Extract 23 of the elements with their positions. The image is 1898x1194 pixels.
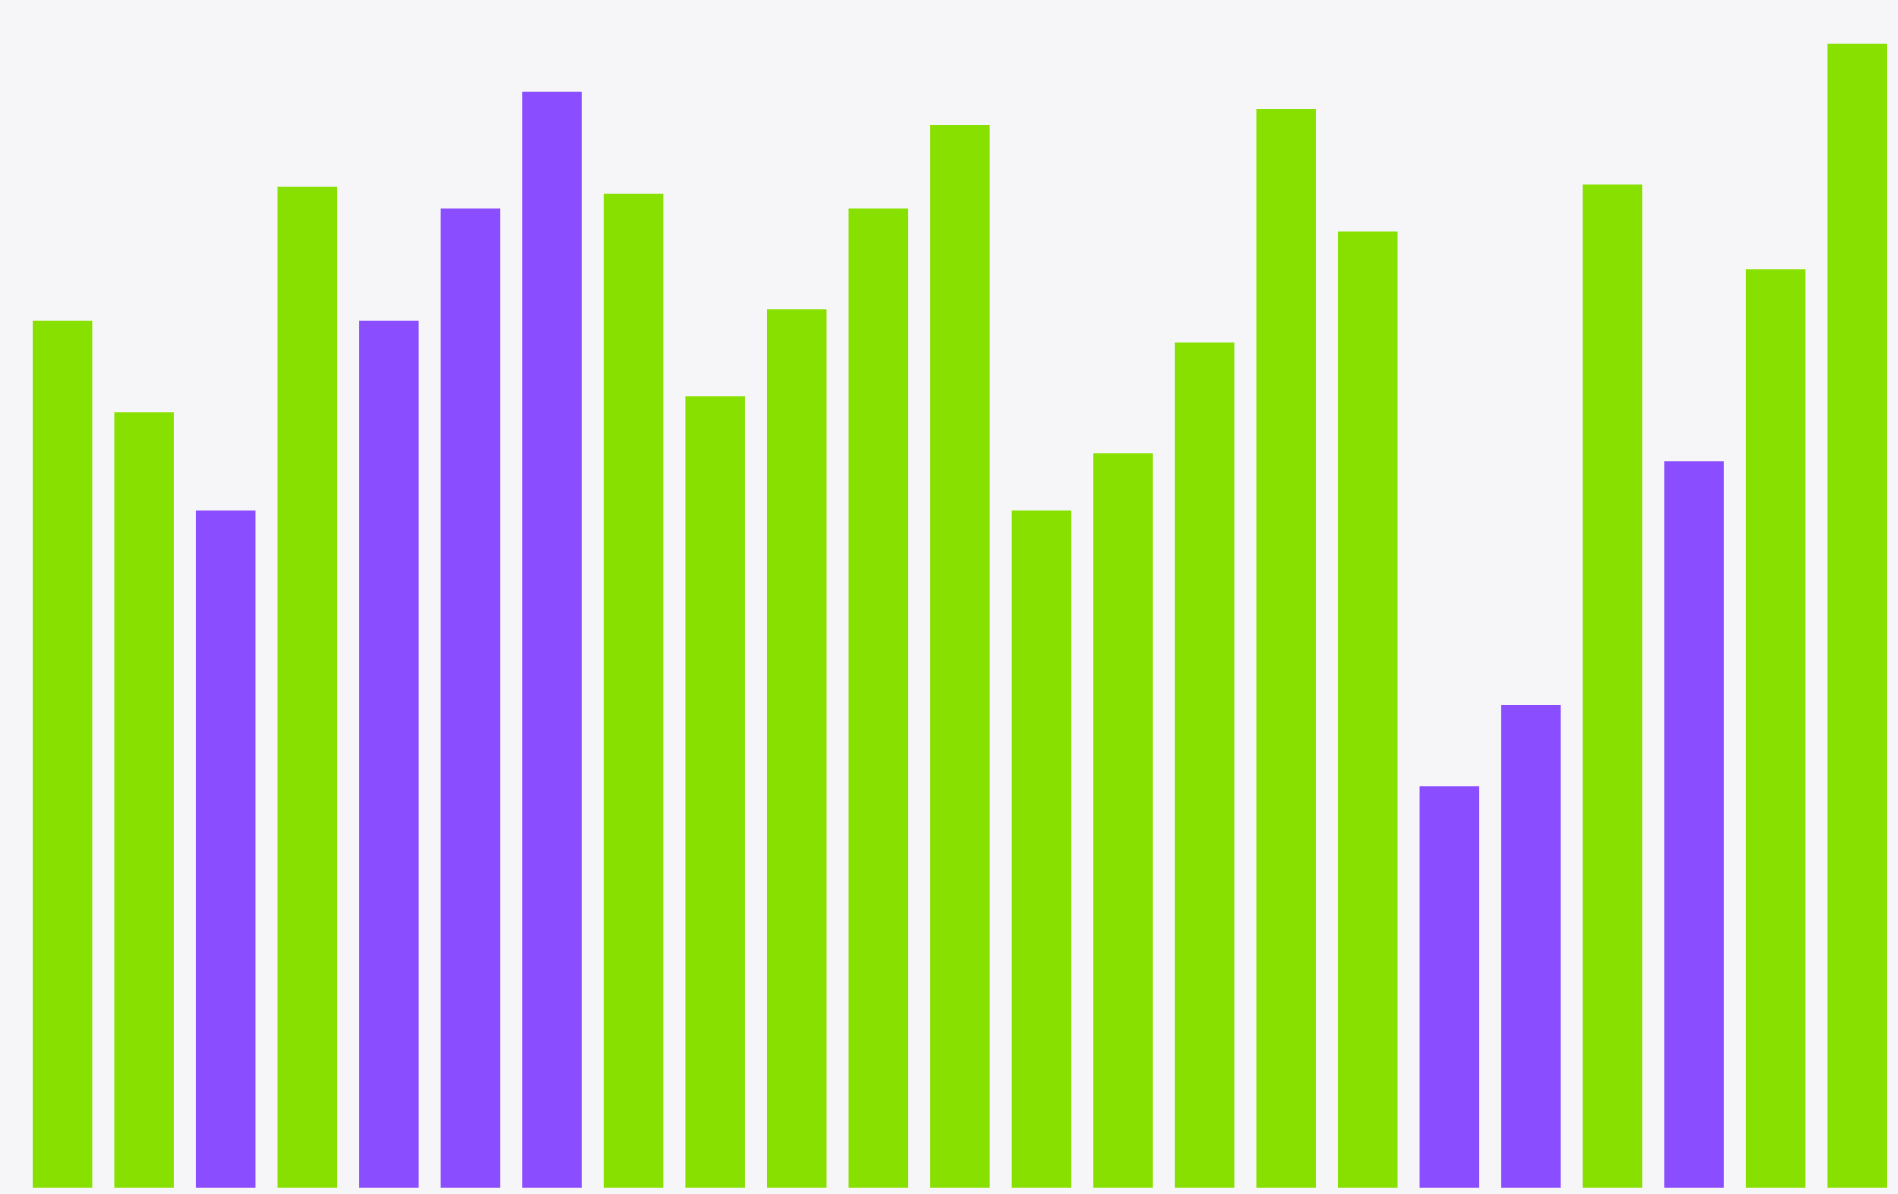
bar (32, 320, 93, 1188)
bar (685, 396, 745, 1188)
bar (1501, 705, 1561, 1188)
bar (277, 186, 338, 1188)
bar (440, 208, 501, 1188)
bar (195, 510, 256, 1188)
bar (1011, 510, 1072, 1188)
bar (1337, 231, 1398, 1188)
bar (1256, 109, 1316, 1188)
bar (359, 320, 419, 1188)
bar (522, 91, 582, 1188)
bar (1745, 269, 1806, 1188)
bar (1664, 461, 1724, 1188)
bar (1419, 786, 1480, 1188)
bar (1174, 342, 1235, 1188)
bar (603, 193, 664, 1188)
bar (1093, 453, 1153, 1188)
bar (766, 309, 827, 1188)
bar (930, 125, 990, 1188)
bar (848, 208, 909, 1188)
bar (1582, 184, 1643, 1188)
bar (1827, 43, 1887, 1188)
bar (114, 412, 174, 1188)
